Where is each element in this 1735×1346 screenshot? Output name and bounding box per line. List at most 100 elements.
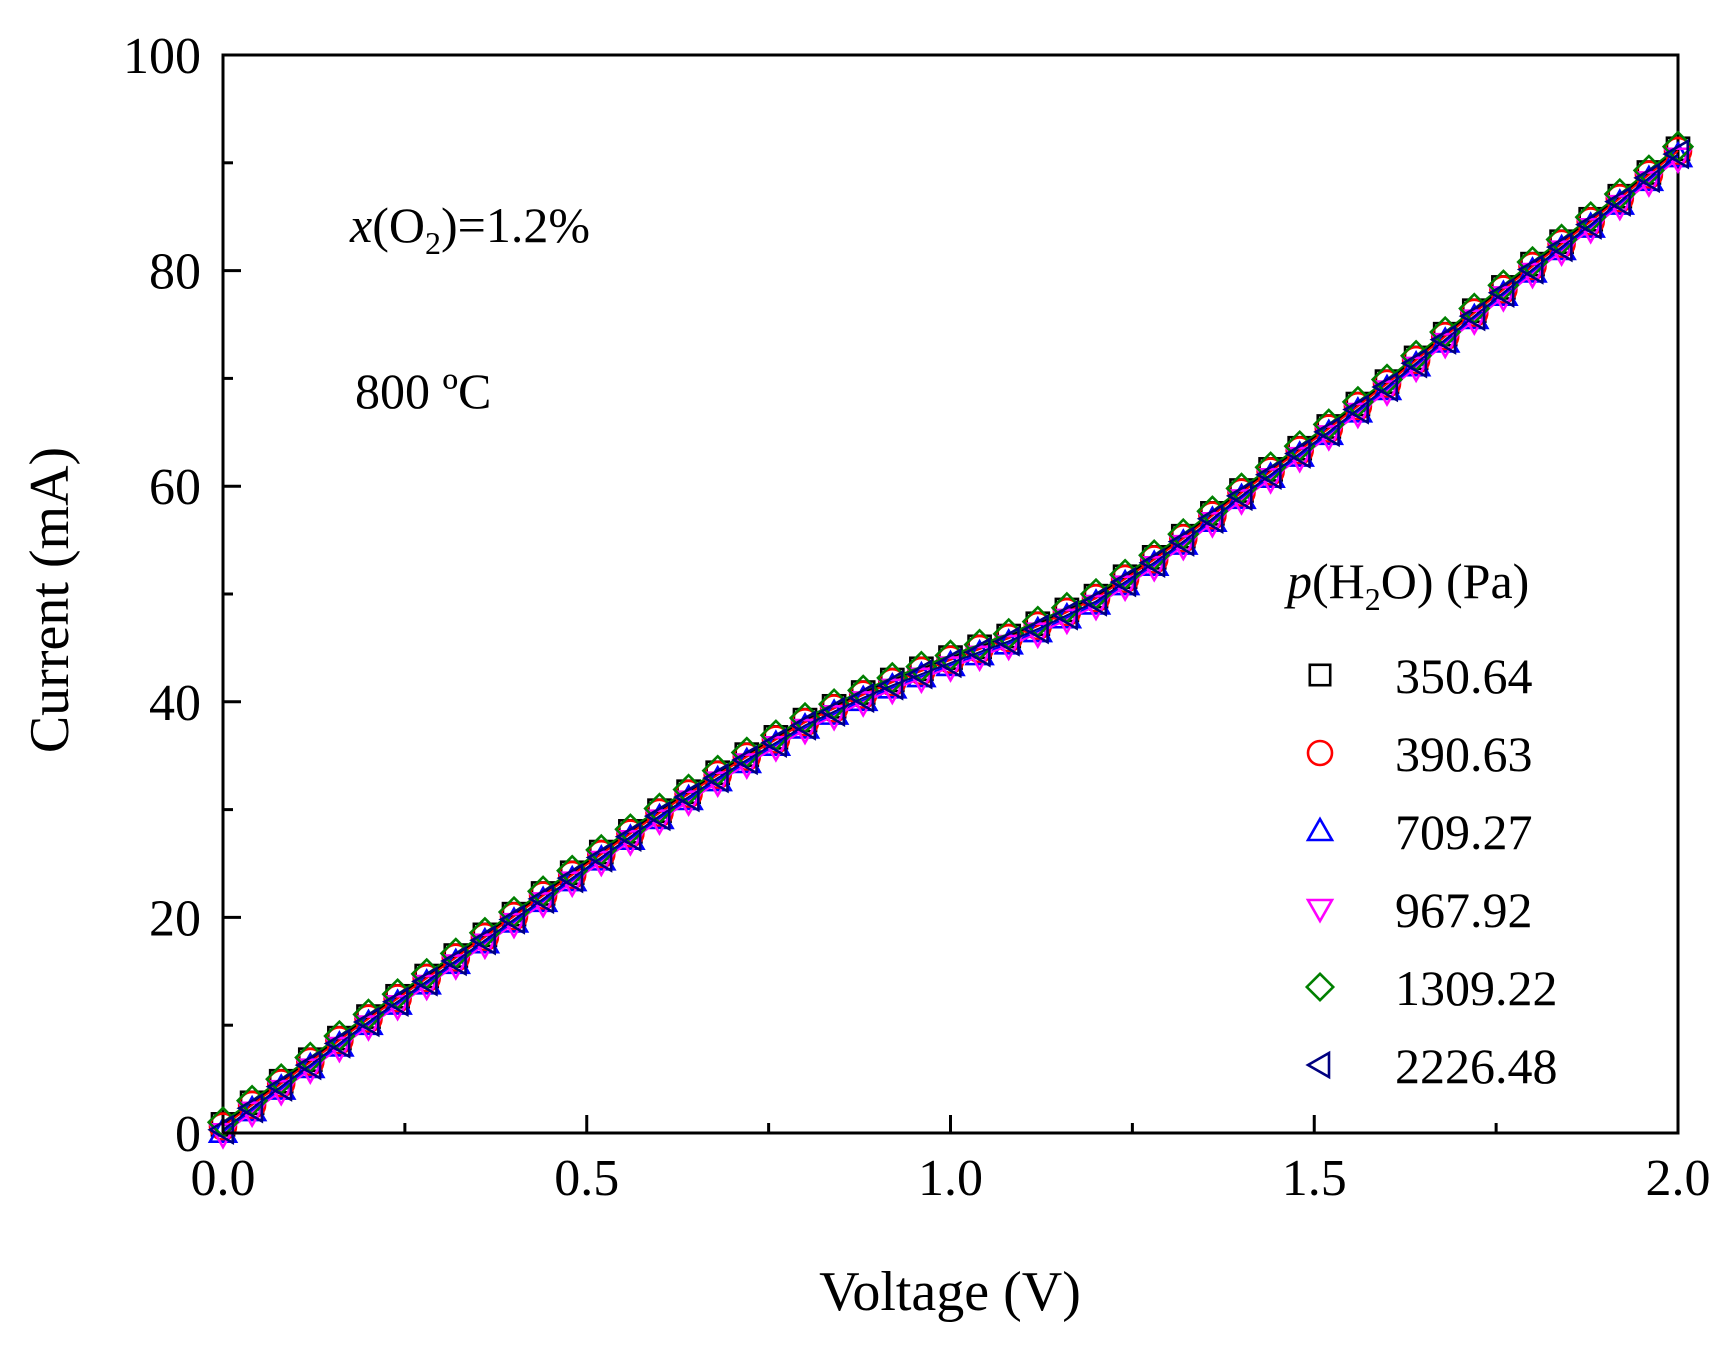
- data-point-2226.48-42: [1429, 324, 1457, 355]
- x-tick-label: 1.0: [918, 1150, 983, 1207]
- data-point-2226.48-9: [469, 925, 496, 956]
- data-point-967.92-27: [993, 634, 1024, 662]
- data-point-967.92-7: [411, 974, 442, 1002]
- legend-label: 967.92: [1395, 882, 1533, 938]
- x-tick-label: 1.5: [1282, 1150, 1347, 1207]
- data-point-2226.48-14: [614, 821, 642, 853]
- data-point-2226.48-39: [1342, 394, 1369, 425]
- data-point-2226.48-16: [672, 781, 700, 813]
- x-tick-label: 0.0: [191, 1150, 256, 1207]
- data-point-2226.48-18: [731, 744, 758, 776]
- data-point-967.92-30: [1080, 594, 1112, 622]
- legend-label: 2226.48: [1395, 1038, 1558, 1094]
- data-point-2226.48-21: [818, 696, 846, 727]
- data-point-2226.48-28: [1022, 613, 1049, 645]
- data-point-967.92-13: [586, 850, 617, 878]
- data-point-2226.48-49: [1633, 162, 1660, 194]
- y-axis-title: Current (mA): [19, 447, 81, 753]
- data-point-967.92-6: [382, 994, 413, 1022]
- data-point-967.92-29: [1051, 608, 1083, 636]
- series-2226.48: [207, 138, 1690, 1146]
- data-point-967.92-32: [1138, 555, 1170, 583]
- legend-item: 967.92: [1305, 882, 1533, 938]
- data-point-967.92-18: [731, 753, 763, 780]
- data-point-2226.48-7: [411, 966, 438, 997]
- legend-marker-circle: [1306, 739, 1334, 767]
- data-point-2226.48-3: [294, 1049, 322, 1081]
- x-tick-label: 0.5: [554, 1150, 619, 1207]
- data-point-967.92-19: [760, 736, 792, 763]
- legend-marker-triangle-down: [1305, 898, 1335, 924]
- data-point-2226.48-43: [1458, 300, 1486, 332]
- data-point-2226.48-32: [1138, 547, 1166, 578]
- tick-layer: 0.0 0.5 1.0 1.5 2.0 0 20 40 60 80 100: [123, 28, 1711, 1207]
- legend-marker-diamond: [1304, 971, 1336, 1003]
- data-point-967.92-8: [440, 954, 472, 981]
- legend-label: 350.64: [1395, 648, 1533, 704]
- data-point-967.92-37: [1284, 446, 1315, 474]
- legend-label: 709.27: [1395, 804, 1533, 860]
- legend-marker-square: [1308, 663, 1332, 687]
- y-tick-label: 40: [149, 675, 201, 732]
- data-point-2226.48-20: [789, 710, 817, 741]
- temperature-annotation: 800 ºC: [355, 363, 491, 419]
- legend-item: 390.63: [1306, 726, 1533, 782]
- legend-label: 390.63: [1395, 726, 1533, 782]
- data-point-2226.48-31: [1109, 566, 1137, 598]
- data-point-2226.48-25: [934, 647, 962, 679]
- x-tick-label: 2.0: [1646, 1150, 1711, 1207]
- data-point-967.92-26: [964, 645, 995, 673]
- y-tick-label: 80: [149, 244, 201, 301]
- data-point-967.92-31: [1109, 575, 1141, 603]
- data-point-2226.48-13: [585, 842, 613, 873]
- data-point-967.92-16: [673, 790, 704, 818]
- data-point-2226.48-12: [556, 862, 584, 894]
- data-point-2226.48-15: [643, 800, 671, 832]
- data-point-967.92-17: [702, 771, 733, 799]
- data-point-2226.48-35: [1225, 480, 1253, 512]
- legend-item: 2226.48: [1305, 1038, 1558, 1094]
- data-point-2226.48-2: [265, 1071, 293, 1102]
- data-point-2226.48-17: [702, 762, 729, 794]
- legend-items: 350.64 390.63 709.27 967.92 1309.22 2226.48: [1304, 648, 1558, 1094]
- data-point-2226.48-36: [1254, 459, 1282, 491]
- data-point-2226.48-48: [1604, 186, 1631, 217]
- data-point-2226.48-23: [876, 670, 904, 701]
- data-point-967.92-9: [469, 933, 501, 961]
- data-point-967.92-11: [527, 892, 559, 919]
- data-point-2226.48-45: [1516, 254, 1544, 285]
- data-point-967.92-10: [498, 912, 530, 940]
- data-point-2226.48-46: [1545, 231, 1573, 263]
- data-point-967.92-21: [818, 704, 850, 732]
- data-point-2226.48-44: [1487, 277, 1515, 309]
- data-point-967.92-23: [877, 678, 908, 706]
- data-point-967.92-28: [1022, 622, 1054, 650]
- data-point-967.92-25: [935, 656, 966, 683]
- data-point-2226.48-41: [1400, 348, 1428, 379]
- data-point-967.92-22: [847, 691, 879, 718]
- data-point-967.92-14: [615, 830, 646, 857]
- legend-marker-triangle-up: [1305, 816, 1335, 842]
- data-point-2226.48-47: [1575, 209, 1602, 240]
- x-axis-title: Voltage (V): [819, 1261, 1081, 1323]
- legend: p(H2O) (Pa) 350.64 390.63 709.27 967.92 1309…: [1284, 553, 1558, 1094]
- data-point-967.92-20: [789, 718, 821, 746]
- legend-item: 709.27: [1305, 804, 1533, 860]
- data-point-2226.48-40: [1371, 371, 1399, 403]
- data-point-2226.48-4: [323, 1028, 351, 1059]
- data-point-2226.48-24: [905, 658, 933, 690]
- data-point-2226.48-29: [1051, 600, 1078, 631]
- data-point-2226.48-0: [207, 1114, 235, 1146]
- data-point-2226.48-8: [440, 945, 467, 977]
- legend-title: p(H2O) (Pa): [1284, 553, 1529, 617]
- y-tick-label: 0: [175, 1106, 201, 1163]
- data-point-2226.48-5: [352, 1006, 380, 1038]
- data-point-2226.48-34: [1196, 503, 1224, 534]
- data-point-2226.48-37: [1284, 438, 1311, 469]
- y-tick-label: 100: [123, 28, 201, 85]
- data-point-2226.48-1: [236, 1092, 264, 1124]
- data-point-2226.48-50: [1662, 138, 1690, 170]
- data-point-2226.48-6: [381, 986, 409, 1017]
- legend-marker-triangle-left: [1305, 1050, 1331, 1080]
- legend-item: 1309.22: [1304, 960, 1558, 1016]
